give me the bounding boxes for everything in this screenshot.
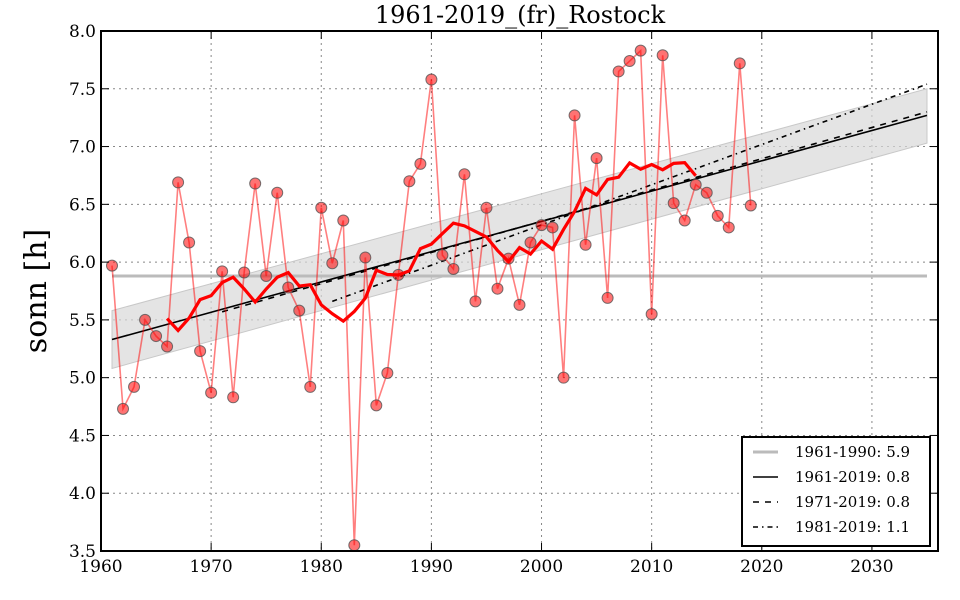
data-point [568, 109, 581, 122]
y-tick-label: 6.0 [69, 253, 96, 273]
data-point [491, 282, 504, 295]
data-point [403, 175, 416, 188]
y-tick-label: 5.0 [69, 369, 96, 389]
legend-label-trend-1971: 1971-2019: 0.8 [795, 493, 910, 511]
data-point [227, 391, 240, 404]
data-point [601, 291, 614, 304]
data-point [579, 238, 592, 251]
chart-title: 1961-2019_(fr)_Rostock [375, 1, 666, 29]
data-point [117, 402, 130, 415]
data-point [700, 186, 713, 199]
data-point [414, 157, 427, 170]
data-point [557, 371, 570, 384]
data-point [513, 298, 526, 311]
data-point [535, 219, 548, 232]
data-point [293, 304, 306, 317]
data-point [249, 177, 262, 190]
data-point [128, 380, 141, 393]
data-point [590, 152, 603, 165]
legend-label-trend-1981: 1981-2019: 1.1 [795, 518, 910, 536]
legend-box [741, 436, 931, 547]
legend-label-baseline: 1961-1990: 5.9 [795, 443, 910, 461]
data-point [733, 57, 746, 70]
y-tick-label: 6.5 [69, 195, 96, 215]
data-point [359, 251, 372, 264]
data-point [238, 266, 251, 279]
data-point [667, 197, 680, 210]
trend-line-1971-2019 [221, 111, 928, 313]
x-tick-label: 2010 [630, 557, 673, 577]
data-point [183, 236, 196, 249]
data-point [678, 214, 691, 227]
data-point [722, 221, 735, 234]
y-axis: 3.5 4.0 4.5 5.0 5.5 6.0 6.5 7.0 7.5 8.0 [69, 22, 938, 562]
data-point [260, 269, 273, 282]
x-tick-label: 1990 [410, 557, 453, 577]
trend-lines [111, 83, 928, 341]
data-point [546, 221, 559, 234]
x-tick-label: 2030 [850, 557, 893, 577]
data-point [623, 55, 636, 68]
data-point [348, 539, 361, 552]
data-point [216, 265, 229, 278]
data-point [381, 367, 394, 380]
data-point [282, 281, 295, 294]
y-tick-label: 5.5 [69, 311, 96, 331]
trend-line-1981-2019 [332, 83, 928, 303]
x-tick-label: 2020 [740, 557, 783, 577]
data-point [205, 386, 218, 399]
data-point [711, 209, 724, 222]
y-tick-label: 4.0 [69, 484, 96, 504]
trend-confidence-band [111, 88, 928, 370]
trend-line-1961-2019 [111, 114, 928, 341]
data-point [634, 44, 647, 57]
data-point [744, 199, 757, 212]
data-point [194, 345, 207, 358]
x-axis: 1960 1970 1980 1990 2000 2010 2020 2030 [79, 31, 894, 577]
legend: 1961-1990: 5.9 1961-2019: 0.8 1971-2019:… [741, 436, 931, 547]
data-point [150, 330, 163, 343]
data-point [436, 249, 449, 262]
running-mean-series [165, 160, 697, 333]
x-tick-label: 1960 [79, 557, 122, 577]
data-point [645, 308, 658, 321]
data-point [469, 295, 482, 308]
data-point [480, 201, 493, 214]
data-point [304, 380, 317, 393]
data-point [656, 49, 669, 62]
y-tick-label: 4.5 [69, 426, 96, 446]
data-point [689, 178, 702, 191]
data-point [447, 263, 460, 276]
data-point [139, 313, 152, 326]
data-point [315, 201, 328, 214]
plot-frame [100, 30, 939, 552]
data-point [271, 186, 284, 199]
data-point [524, 236, 537, 249]
y-tick-label: 3.5 [69, 542, 96, 562]
y-axis-label: sonn [h] [19, 229, 54, 353]
y-tick-label: 7.0 [69, 138, 96, 158]
data-point [612, 65, 625, 78]
running-mean-line [165, 160, 697, 333]
data-point [425, 73, 438, 86]
x-tick-label: 1970 [189, 557, 232, 577]
data-point [458, 168, 471, 181]
data-point [326, 257, 339, 270]
data-point [370, 399, 383, 412]
legend-label-trend-1961: 1961-2019: 0.8 [795, 468, 910, 486]
x-tick-label: 2000 [520, 557, 563, 577]
annual-series [106, 44, 757, 552]
data-point [337, 214, 350, 227]
data-point [172, 176, 185, 189]
confidence-band [111, 88, 928, 370]
y-tick-label: 8.0 [69, 22, 96, 42]
data-point [106, 259, 119, 272]
data-point [161, 340, 174, 353]
x-tick-label: 1980 [300, 557, 343, 577]
y-tick-label: 7.5 [69, 80, 96, 100]
